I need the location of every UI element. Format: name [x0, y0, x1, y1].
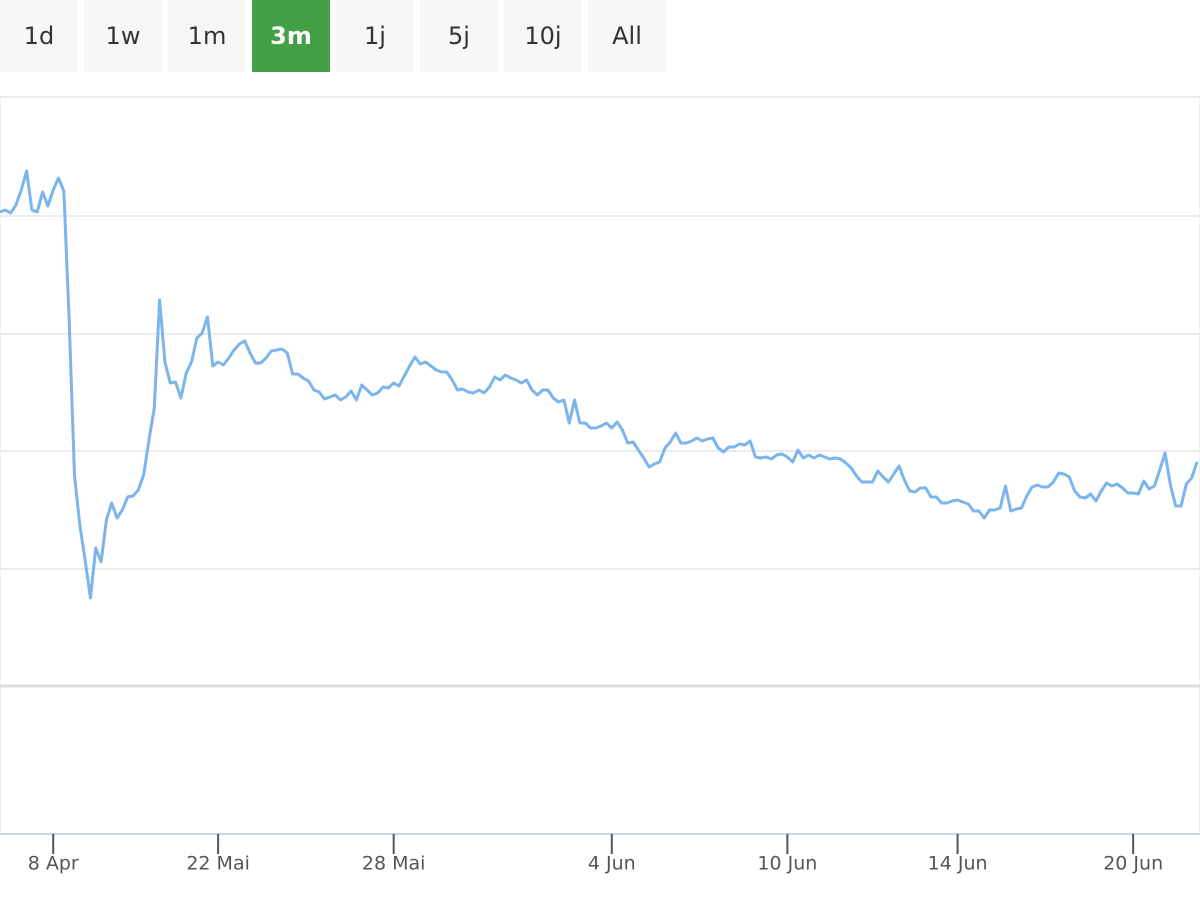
- range-button[interactable]: 1d: [0, 0, 78, 72]
- navigator-area: [0, 685, 1200, 835]
- x-tick-label: 8 Apr: [28, 853, 79, 875]
- range-button[interactable]: 10j: [504, 0, 582, 72]
- range-button[interactable]: 1j: [336, 0, 414, 72]
- range-button[interactable]: 3m: [252, 0, 330, 72]
- plot-frame: [0, 96, 1200, 687]
- x-tick-label: 10 Jun: [757, 853, 817, 875]
- range-button[interactable]: 1w: [84, 0, 162, 72]
- x-tick-label: 14 Jun: [928, 853, 988, 875]
- range-button[interactable]: All: [588, 0, 666, 72]
- x-tick-label: 28 Mai: [362, 853, 426, 875]
- x-tick-label: 22 Mai: [186, 853, 250, 875]
- x-tick-label: 4 Jun: [588, 853, 636, 875]
- range-button[interactable]: 5j: [420, 0, 498, 72]
- range-button[interactable]: 1m: [168, 0, 246, 72]
- x-tick-label: 20 Jun: [1103, 853, 1163, 875]
- price-line: [0, 169, 1199, 600]
